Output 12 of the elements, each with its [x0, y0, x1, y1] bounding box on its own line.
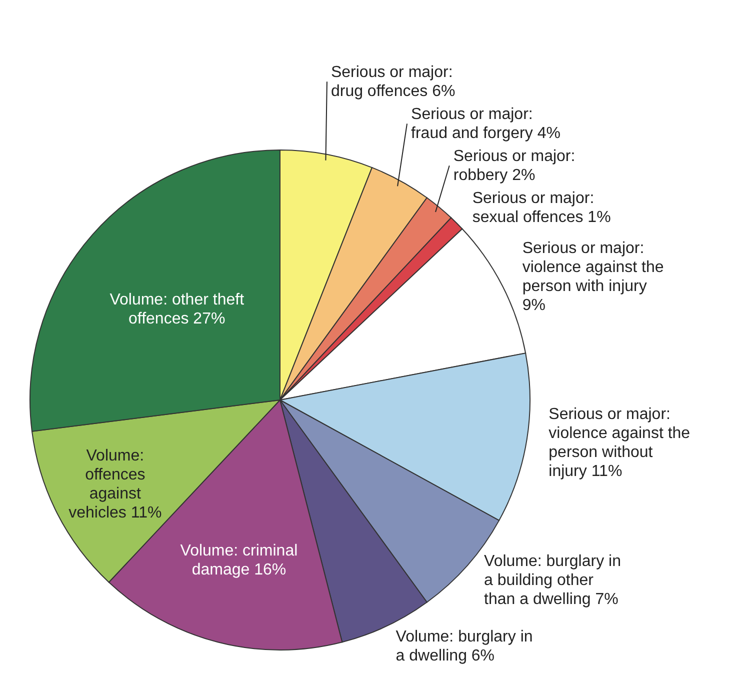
- slice-label: Serious or major: robbery 2%: [453, 148, 576, 184]
- slice-label: Volume: criminal damage 16%: [180, 542, 298, 578]
- slice-label: Volume: burglary in a building other than a dwelling 7%: [484, 552, 621, 608]
- slice-label: Volume: offences against vehicles 11%: [68, 447, 162, 522]
- slice-label: Serious or major: drug offences 6%: [330, 64, 456, 100]
- slice-label: Volume: other theft offences 27%: [110, 292, 245, 328]
- slice-label: Serious or major: sexual offences 1%: [472, 190, 611, 226]
- data-label: 9%: [522, 297, 546, 314]
- slice-label: Serious or major: fraud and forgery 4%: [411, 106, 560, 142]
- slice-label: Serious or major: violence against the person with injury: [522, 240, 664, 296]
- slice-label: Serious or major: violence against the person without injury 11%: [548, 406, 690, 480]
- slice-label: Volume: burglary in a dwelling 6%: [396, 628, 533, 665]
